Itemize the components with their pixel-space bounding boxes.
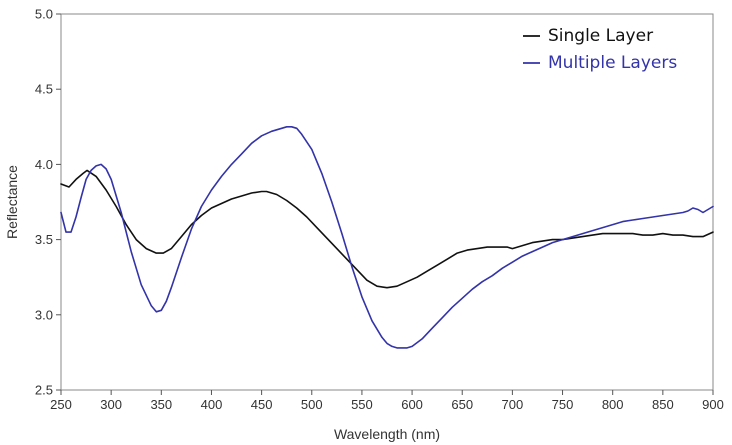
y-tick-label: 3.5 [35, 232, 53, 247]
y-tick-label: 5.0 [35, 7, 53, 22]
legend-label: Single Layer [548, 26, 653, 46]
x-tick-label: 750 [552, 397, 574, 412]
x-tick-label: 550 [351, 397, 373, 412]
x-tick-label: 650 [451, 397, 473, 412]
x-tick-label: 800 [602, 397, 624, 412]
x-tick-label: 250 [50, 397, 72, 412]
y-tick-label: 3.0 [35, 307, 53, 322]
x-tick-label: 400 [201, 397, 223, 412]
series-layer [60, 126, 714, 349]
x-tick-label: 600 [401, 397, 423, 412]
x-axis-ticks: 250 300 350 400 450 500 550 600 650 700 750 800 850 9… [50, 390, 724, 412]
x-tick-label: 450 [251, 397, 273, 412]
x-axis-title: Wavelength (nm) [334, 426, 440, 442]
x-tick-label: 350 [150, 397, 172, 412]
y-tick-label: 2.5 [35, 383, 53, 398]
legend-label: Multiple Layers [548, 53, 677, 73]
y-axis-title: Reflectance [4, 165, 20, 239]
legend: Single Layer Multiple Layers [523, 26, 677, 73]
x-tick-label: 500 [301, 397, 323, 412]
x-tick-label: 900 [702, 397, 724, 412]
series-line-multiple-layers [60, 126, 714, 349]
x-tick-label: 300 [100, 397, 122, 412]
plot-area [60, 13, 714, 391]
y-axis-ticks: 2.5 3.0 3.5 4.0 4.5 5.0 [35, 7, 61, 398]
y-tick-label: 4.0 [35, 157, 53, 172]
x-tick-label: 700 [502, 397, 524, 412]
x-tick-label: 850 [652, 397, 674, 412]
y-tick-label: 4.5 [35, 82, 53, 97]
series-line-single-layer [60, 169, 714, 289]
